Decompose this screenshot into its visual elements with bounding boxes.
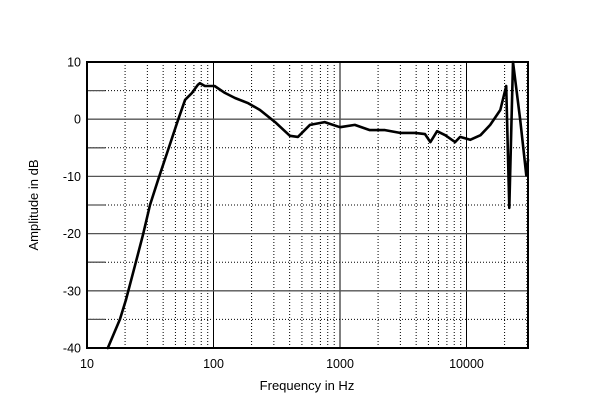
y-tick-label: -40 bbox=[63, 342, 81, 356]
y-tick-label: -10 bbox=[63, 170, 81, 184]
x-tick-label: 10 bbox=[80, 357, 94, 371]
x-tick-label: 100 bbox=[203, 357, 224, 371]
y-tick-label: 10 bbox=[67, 56, 81, 70]
plot-frame bbox=[86, 61, 529, 349]
y-tick-label: -20 bbox=[63, 227, 81, 241]
y-tick-label: -30 bbox=[63, 284, 81, 298]
response-curve bbox=[106, 60, 530, 350]
x-tick-label: 1000 bbox=[326, 357, 354, 371]
y-axis-title: Amplitude in dB bbox=[26, 159, 41, 250]
grid bbox=[87, 62, 528, 348]
x-axis-title: Frequency in Hz bbox=[260, 378, 355, 393]
x-axis-ticks: 10 100 1000 10000 bbox=[80, 357, 484, 371]
y-axis-ticks: 10 0 -10 -20 -30 -40 bbox=[63, 56, 81, 356]
y-tick-label: 0 bbox=[74, 113, 81, 127]
x-tick-label: 10000 bbox=[449, 357, 484, 371]
